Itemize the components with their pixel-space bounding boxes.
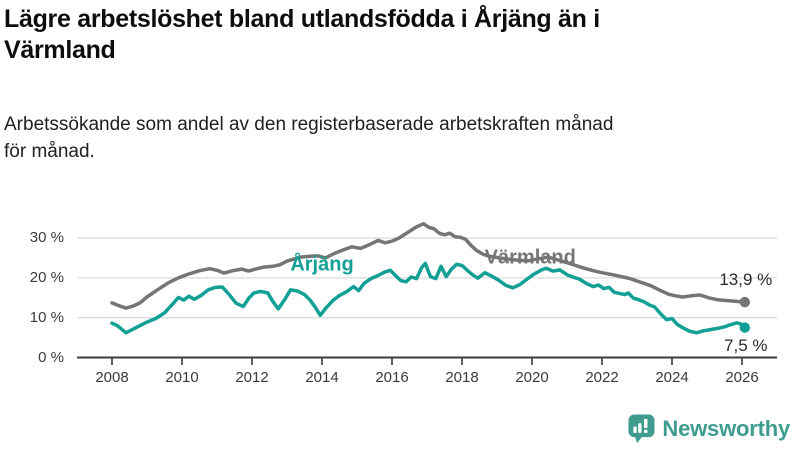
- y-axis-label-30: 30 %: [29, 229, 64, 246]
- page-title: Lägre arbetslöshet bland utlandsfödda i …: [4, 5, 600, 64]
- bar-chart-speech-bubble-icon: [628, 414, 655, 443]
- x-axis-label-2014: 2014: [305, 369, 339, 386]
- page-subtitle: Arbetssökande som andel av den registerb…: [4, 114, 614, 162]
- newsworthy-logo: Newsworthy: [628, 414, 790, 443]
- series-label-arjang: Årjäng: [290, 253, 354, 276]
- x-axis-label-2008: 2008: [95, 369, 129, 386]
- x-axis-label-2012: 2012: [235, 369, 269, 386]
- x-axis-label-2018: 2018: [445, 369, 479, 386]
- x-axis-label-2022: 2022: [585, 369, 619, 386]
- x-axis-label-2020: 2020: [515, 369, 549, 386]
- brand-name: Newsworthy: [662, 415, 790, 441]
- y-axis-label-10: 10 %: [29, 308, 64, 326]
- series-end-dot-arjang: [739, 322, 750, 333]
- x-axis-label-2024: 2024: [655, 369, 689, 386]
- series-line-varmland: [110, 221, 747, 310]
- series-label-varmland: Värmland: [484, 246, 576, 269]
- x-axis-label-2010: 2010: [165, 369, 199, 386]
- y-axis-label-20: 20 %: [29, 268, 64, 286]
- end-value-label-varmland: 13,9 %: [719, 270, 773, 290]
- x-axis-label-2016: 2016: [375, 369, 409, 386]
- y-axis-label-0: 0 %: [38, 348, 64, 366]
- series-line-arjang: [110, 261, 747, 335]
- series-end-dot-varmland: [739, 296, 750, 308]
- end-value-label-arjang: 7,5 %: [724, 335, 768, 355]
- x-axis-label-2026: 2026: [725, 369, 759, 386]
